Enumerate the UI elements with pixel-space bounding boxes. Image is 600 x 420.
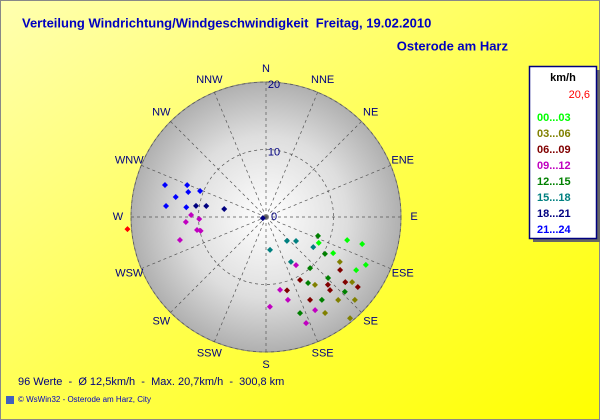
- legend-title: km/h: [550, 72, 576, 84]
- legend-label: 20,6: [569, 89, 590, 101]
- direction-label: WNW: [115, 154, 144, 166]
- point: [297, 276, 304, 283]
- point: [315, 239, 322, 246]
- point: [310, 244, 317, 251]
- point: [182, 219, 189, 226]
- point: [161, 181, 168, 188]
- point: [303, 320, 310, 327]
- point: [351, 296, 358, 303]
- point: [172, 193, 179, 200]
- point: [293, 238, 300, 245]
- point: [184, 182, 191, 189]
- point: [284, 296, 291, 303]
- point: [283, 237, 290, 244]
- point: [196, 215, 203, 222]
- point: [325, 275, 332, 282]
- point: [185, 189, 192, 196]
- legend-label: 12...15: [537, 176, 571, 188]
- point: [307, 265, 314, 272]
- spoke: [141, 165, 267, 218]
- chart-title: Verteilung Windrichtung/Windgeschwindigk…: [22, 15, 431, 30]
- point: [353, 267, 360, 274]
- direction-label: ENE: [391, 154, 414, 166]
- direction-label: NNE: [311, 74, 334, 86]
- point: [194, 227, 201, 234]
- point: [311, 281, 318, 288]
- point: [336, 258, 343, 265]
- point: [327, 287, 334, 294]
- direction-label: WSW: [115, 268, 144, 280]
- direction-label: NNW: [196, 74, 223, 86]
- icon: [6, 396, 14, 404]
- direction-label: E: [410, 211, 417, 223]
- point: [322, 310, 329, 317]
- point: [341, 288, 348, 295]
- point: [183, 204, 190, 211]
- point: [163, 202, 170, 209]
- point: [359, 241, 366, 248]
- point: [124, 226, 131, 233]
- spoke: [141, 216, 267, 269]
- point: [221, 206, 228, 213]
- spoke: [265, 216, 362, 313]
- r-tick-label: 20: [268, 79, 280, 91]
- point: [318, 296, 325, 303]
- direction-label: N: [262, 63, 270, 75]
- copyright: © WsWin32 - Osterode am Harz, City: [18, 395, 151, 404]
- r-tick-label: 0: [271, 211, 277, 223]
- direction-label: SW: [152, 316, 170, 328]
- point: [342, 279, 349, 286]
- chart-subtitle: Osterode am Harz: [397, 38, 509, 53]
- point: [354, 283, 361, 290]
- direction-label: NE: [363, 106, 378, 118]
- point: [293, 262, 300, 269]
- point: [324, 281, 331, 288]
- point: [192, 202, 199, 209]
- direction-label: NW: [152, 106, 171, 118]
- point: [344, 237, 351, 244]
- legend: [528, 65, 598, 240]
- point: [267, 246, 274, 253]
- point: [349, 279, 356, 286]
- direction-label: SSE: [312, 348, 334, 360]
- footer: 96 Werte - Ø 12,5km/h - Max. 20,7km/h - …: [18, 376, 284, 388]
- direction-label: S: [262, 359, 269, 371]
- point: [197, 188, 204, 195]
- direction-label: SSW: [197, 348, 223, 360]
- grid-ring: [130, 81, 402, 353]
- point: [321, 250, 328, 257]
- direction-label: W: [113, 211, 124, 223]
- spoke: [265, 121, 362, 218]
- point: [330, 250, 337, 257]
- point: [337, 267, 344, 274]
- point: [277, 286, 284, 293]
- point: [176, 237, 183, 244]
- r-tick-label: 10: [268, 146, 280, 158]
- spoke: [214, 92, 267, 218]
- legend-label: 03...06: [537, 128, 571, 140]
- point: [347, 315, 354, 322]
- point: [188, 212, 195, 219]
- point: [284, 287, 291, 294]
- legend-label: 06...09: [537, 144, 571, 156]
- legend-label: 09...12: [537, 160, 571, 172]
- direction-label: SE: [363, 316, 378, 328]
- point: [315, 232, 322, 239]
- point: [266, 303, 273, 310]
- point: [287, 258, 294, 265]
- point: [307, 296, 314, 303]
- point: [305, 280, 312, 287]
- direction-label: ESE: [392, 268, 414, 280]
- point: [335, 297, 342, 304]
- point: [203, 203, 210, 210]
- point: [312, 307, 319, 314]
- legend-label: 00...03: [537, 112, 571, 124]
- point: [297, 310, 304, 317]
- legend-label: 21...24: [537, 224, 572, 236]
- point: [259, 215, 266, 222]
- point: [362, 261, 369, 268]
- legend-label: 15...18: [537, 192, 571, 204]
- legend-label: 18...21: [537, 208, 571, 220]
